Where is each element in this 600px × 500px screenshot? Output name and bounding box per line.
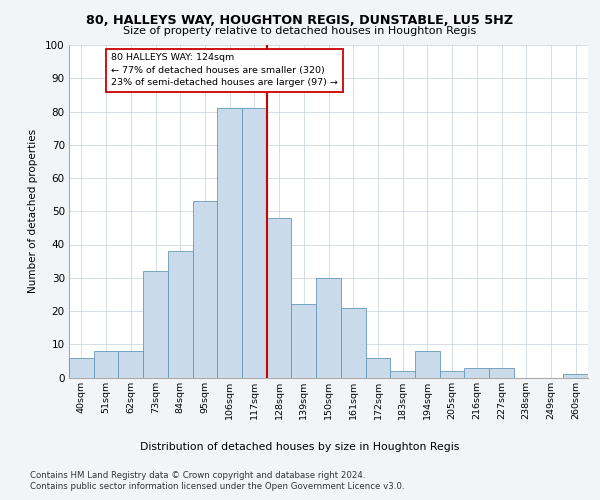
Bar [217,108,242,378]
Bar [69,358,94,378]
Bar [316,278,341,378]
Bar [563,374,588,378]
Bar [415,351,440,378]
Text: Contains public sector information licensed under the Open Government Licence v3: Contains public sector information licen… [30,482,404,491]
Text: Distribution of detached houses by size in Houghton Regis: Distribution of detached houses by size … [140,442,460,452]
Bar [292,304,316,378]
Text: 80 HALLEYS WAY: 124sqm
← 77% of detached houses are smaller (320)
23% of semi-de: 80 HALLEYS WAY: 124sqm ← 77% of detached… [111,54,338,88]
Bar [464,368,489,378]
Bar [341,308,365,378]
Bar [168,251,193,378]
Y-axis label: Number of detached properties: Number of detached properties [28,129,38,294]
Bar [242,108,267,378]
Text: Size of property relative to detached houses in Houghton Regis: Size of property relative to detached ho… [124,26,476,36]
Bar [118,351,143,378]
Bar [267,218,292,378]
Bar [365,358,390,378]
Text: Contains HM Land Registry data © Crown copyright and database right 2024.: Contains HM Land Registry data © Crown c… [30,471,365,480]
Bar [390,371,415,378]
Text: 80, HALLEYS WAY, HOUGHTON REGIS, DUNSTABLE, LU5 5HZ: 80, HALLEYS WAY, HOUGHTON REGIS, DUNSTAB… [86,14,514,27]
Bar [143,271,168,378]
Bar [489,368,514,378]
Bar [193,202,217,378]
Bar [94,351,118,378]
Bar [440,371,464,378]
